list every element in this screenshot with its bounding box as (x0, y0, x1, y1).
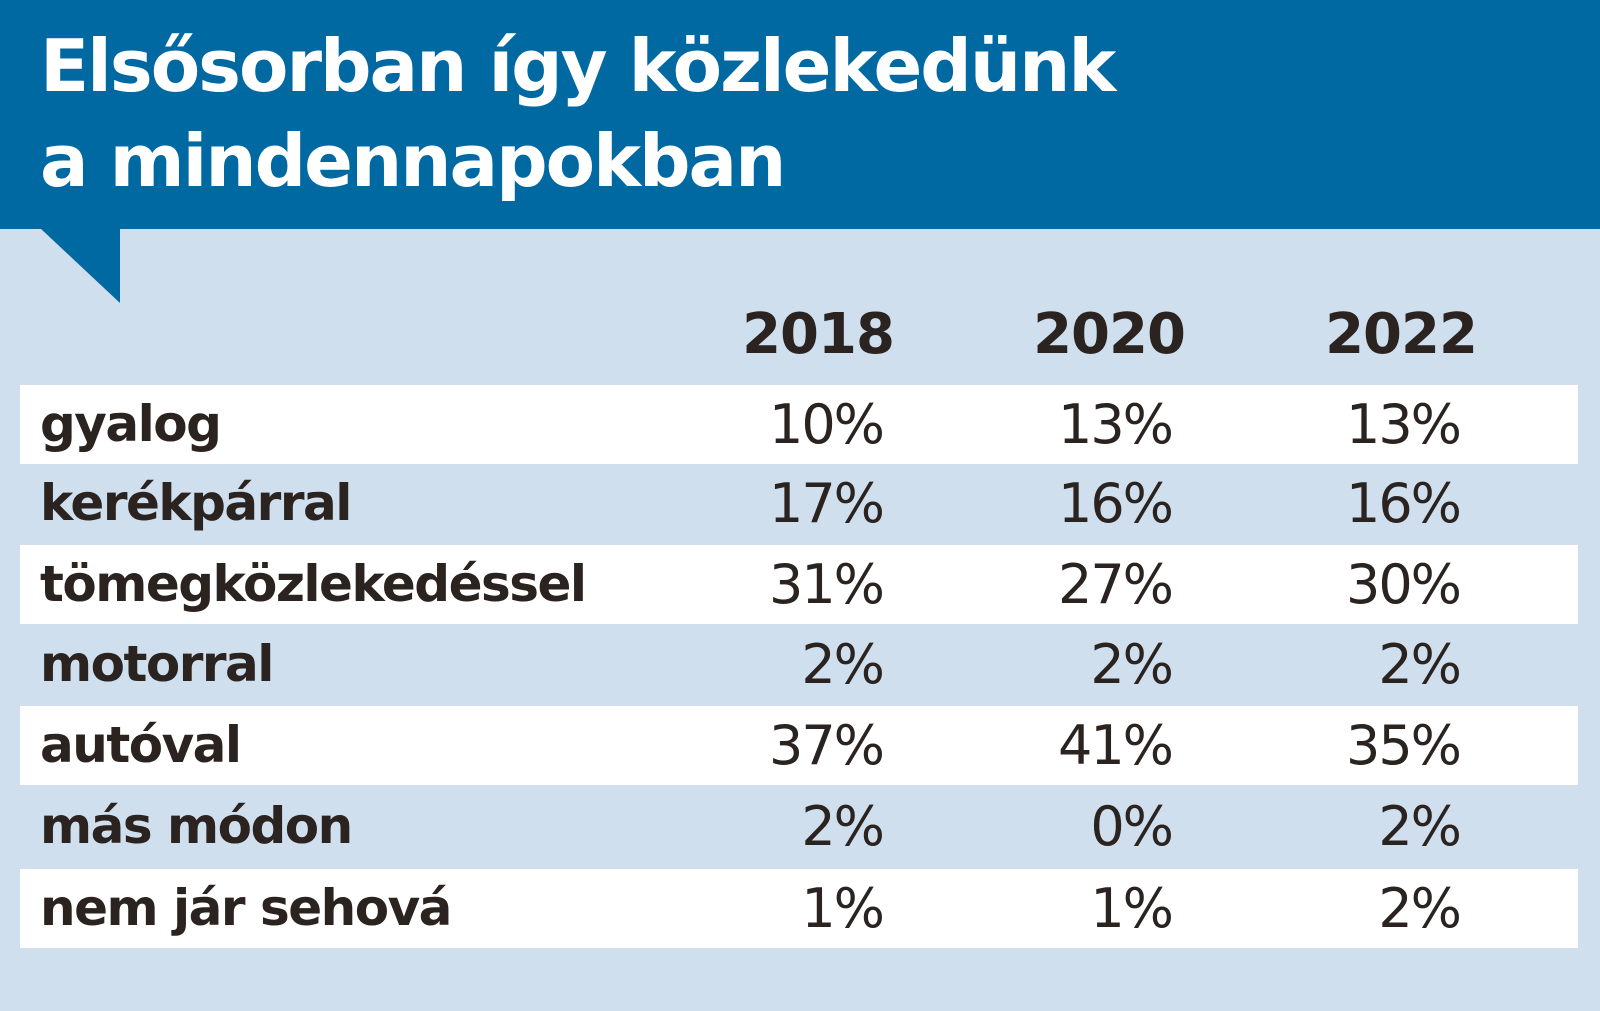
cell-value-2020: 2% (1090, 633, 1174, 696)
cell-value-2018: 10% (768, 393, 885, 456)
cell-value-2020: 16% (1057, 472, 1174, 535)
cell-value-2020: 41% (1057, 714, 1174, 777)
table-row: tömegközlekedéssel 31% 27% 30% (20, 545, 1578, 624)
cell-value-2022: 2% (1378, 877, 1462, 940)
cell-value-2022: 35% (1345, 714, 1462, 777)
row-label: tömegközlekedéssel (40, 555, 587, 613)
cell-value-2022: 2% (1378, 633, 1462, 696)
table-row: kerékpárral 17% 16% 16% (20, 464, 1578, 543)
cell-value-2020: 27% (1057, 553, 1174, 616)
cell-value-2018: 17% (768, 472, 885, 535)
cell-value-2018: 1% (801, 877, 885, 940)
title-line-2: a mindennapokban (40, 119, 786, 203)
speech-bubble-tail (40, 228, 120, 303)
title-line-1: Elsősorban így közlekedünk (40, 24, 1116, 108)
column-header-2020: 2020 (1033, 302, 1186, 367)
cell-value-2022: 16% (1345, 472, 1462, 535)
table-row: gyalog 10% 13% 13% (20, 385, 1578, 464)
row-label: gyalog (40, 395, 222, 453)
cell-value-2018: 2% (801, 633, 885, 696)
cell-value-2018: 37% (768, 714, 885, 777)
cell-value-2022: 13% (1345, 393, 1462, 456)
tail-shape (40, 228, 120, 303)
cell-value-2022: 30% (1345, 553, 1462, 616)
table-row: motorral 2% 2% 2% (20, 625, 1578, 704)
row-label: autóval (40, 716, 242, 774)
cell-value-2018: 31% (768, 553, 885, 616)
row-label: nem jár sehová (40, 879, 452, 937)
title-banner: Elsősorban így közlekedünk a mindennapok… (0, 0, 1600, 229)
cell-value-2020: 1% (1090, 877, 1174, 940)
table-row: nem jár sehová 1% 1% 2% (20, 869, 1578, 948)
cell-value-2020: 13% (1057, 393, 1174, 456)
table-row: más módon 2% 0% 2% (20, 787, 1578, 866)
cell-value-2022: 2% (1378, 795, 1462, 858)
column-header-2018: 2018 (742, 302, 895, 367)
column-header-2022: 2022 (1325, 302, 1478, 367)
row-label: más módon (40, 797, 353, 855)
row-label: kerékpárral (40, 474, 352, 532)
table-row: autóval 37% 41% 35% (20, 706, 1578, 785)
cell-value-2018: 2% (801, 795, 885, 858)
cell-value-2020: 0% (1090, 795, 1174, 858)
row-label: motorral (40, 635, 274, 693)
